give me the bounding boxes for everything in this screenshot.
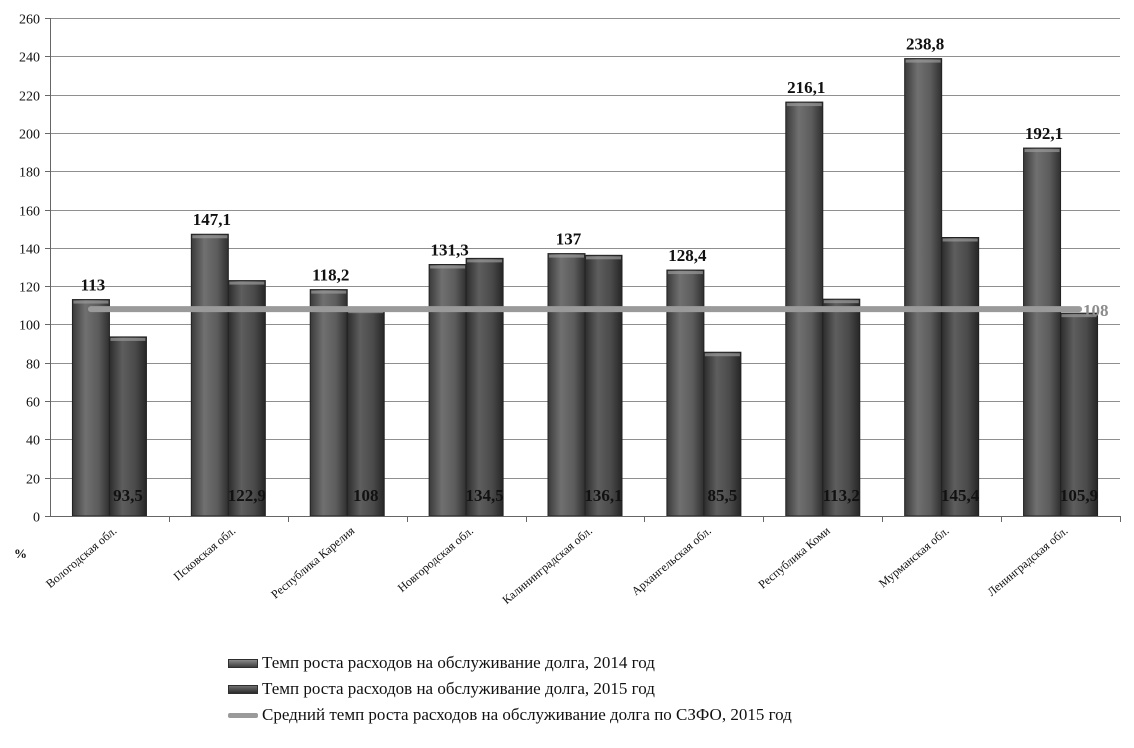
bar-2014 xyxy=(547,253,586,517)
bar-2014 xyxy=(1023,147,1062,517)
bar-cap xyxy=(942,238,978,242)
bar-cap xyxy=(192,235,228,239)
bar-2015 xyxy=(584,254,623,517)
data-label-2014: 128,4 xyxy=(668,246,707,265)
average-line-label: 108 xyxy=(1083,301,1109,320)
legend-swatch-average xyxy=(228,712,258,718)
bar-2015 xyxy=(941,237,980,517)
y-tick-label: 240 xyxy=(19,51,40,66)
data-label-2014: 147,1 xyxy=(193,210,231,229)
bars xyxy=(71,58,1099,517)
bar-2014 xyxy=(71,299,110,517)
y-tick-label: 160 xyxy=(19,205,40,220)
bar-cap xyxy=(905,59,941,63)
category-label: Псковская обл. xyxy=(171,524,239,584)
x-axis: Вологодская обл. Псковская обл. Республика… xyxy=(43,516,1121,607)
data-label-2015: 108 xyxy=(353,486,379,505)
category-label: Архангельская обл. xyxy=(629,524,714,599)
bar-2015 xyxy=(822,298,861,517)
bar-cap xyxy=(229,281,265,285)
bar-cap xyxy=(467,259,503,263)
bar-cap xyxy=(586,256,621,260)
y-tick-label: 80 xyxy=(26,358,40,373)
category-label: Ленинградская обл. xyxy=(984,524,1070,599)
y-tick-label: 0 xyxy=(33,511,40,526)
y-tick-label: 100 xyxy=(19,319,40,334)
data-labels: 113 93,5 147,1 122,9 118,2 108 131,3 134,5 137 13… xyxy=(81,35,1109,505)
y-tick-label: 40 xyxy=(26,434,40,449)
bar-2015 xyxy=(227,280,266,517)
bar-cap xyxy=(667,271,703,275)
bar-2015 xyxy=(1060,312,1099,517)
legend-label-2015: Темп роста расходов на обслуживание долг… xyxy=(262,679,655,698)
bar-cap xyxy=(73,300,109,304)
legend-item-average: Средний темп роста расходов на обслужива… xyxy=(228,702,792,728)
data-label-2014: 192,1 xyxy=(1025,124,1063,143)
bar-cap xyxy=(1024,149,1060,153)
data-label-2015: 134,5 xyxy=(465,486,503,505)
data-label-2014: 216,1 xyxy=(787,78,825,97)
bar-cap xyxy=(1061,314,1097,318)
legend-item-2014: Темп роста расходов на обслуживание долг… xyxy=(228,650,792,676)
y-tick-label: 120 xyxy=(19,281,40,296)
legend-label-2014: Темп роста расходов на обслуживание долг… xyxy=(262,653,655,672)
data-label-2014: 137 xyxy=(556,230,582,249)
y-tick-label: 60 xyxy=(26,396,40,411)
data-label-2015: 85,5 xyxy=(708,486,738,505)
data-label-2015: 93,5 xyxy=(113,486,143,505)
category-label: Мурманская обл. xyxy=(876,524,952,591)
category-label: Вологодская обл. xyxy=(43,524,119,591)
data-label-2014: 118,2 xyxy=(312,266,349,285)
category-label: Калининградская обл. xyxy=(499,524,595,607)
data-label-2015: 113,2 xyxy=(823,486,860,505)
data-label-2015: 136,1 xyxy=(584,486,622,505)
category-label: Республика Карелия xyxy=(268,523,357,601)
bar-cap xyxy=(823,300,859,304)
bar-2015 xyxy=(346,308,385,517)
y-axis: 0 20 40 60 80 100 120 140 160 180 200 220 240 260 xyxy=(19,13,51,526)
y-tick-label: 260 xyxy=(19,13,40,28)
bar-2015 xyxy=(108,336,147,517)
bar-2014 xyxy=(309,289,348,517)
bar-cap xyxy=(549,254,584,258)
y-tick-label: 20 xyxy=(26,473,40,488)
legend-swatch-2014 xyxy=(228,658,258,668)
bar-cap xyxy=(430,265,466,269)
y-tick-label: 200 xyxy=(19,128,40,143)
bar-2014 xyxy=(190,233,229,517)
unit-label: % xyxy=(14,546,27,561)
bar-2014 xyxy=(904,58,943,517)
legend-label-average: Средний темп роста расходов на обслужива… xyxy=(262,705,792,724)
bar-2015 xyxy=(703,351,742,517)
bar-cap xyxy=(786,103,822,107)
category-label: Новгородская обл. xyxy=(395,524,476,595)
data-label-2015: 105,9 xyxy=(1060,486,1098,505)
legend: Темп роста расходов на обслуживание долг… xyxy=(228,650,792,728)
bar-2014 xyxy=(428,264,467,517)
data-label-2015: 145,4 xyxy=(941,486,980,505)
bar-cap xyxy=(110,337,146,341)
bar-cap xyxy=(704,353,740,357)
category-label: Республика Коми xyxy=(755,523,833,591)
y-tick-label: 220 xyxy=(19,90,40,105)
data-label-2015: 122,9 xyxy=(228,486,266,505)
data-label-2014: 131,3 xyxy=(430,241,468,260)
data-label-2014: 238,8 xyxy=(906,35,944,54)
bar-chart: 0 20 40 60 80 100 120 140 160 180 200 220 240 260 113… xyxy=(14,13,1121,607)
bar-2015 xyxy=(465,257,504,517)
y-tick-label: 180 xyxy=(19,166,40,181)
legend-item-2015: Темп роста расходов на обслуживание долг… xyxy=(228,676,792,702)
data-label-2014: 113 xyxy=(81,276,106,295)
y-tick-label: 140 xyxy=(19,243,40,258)
legend-swatch-2015 xyxy=(228,684,258,694)
bar-cap xyxy=(311,290,347,294)
